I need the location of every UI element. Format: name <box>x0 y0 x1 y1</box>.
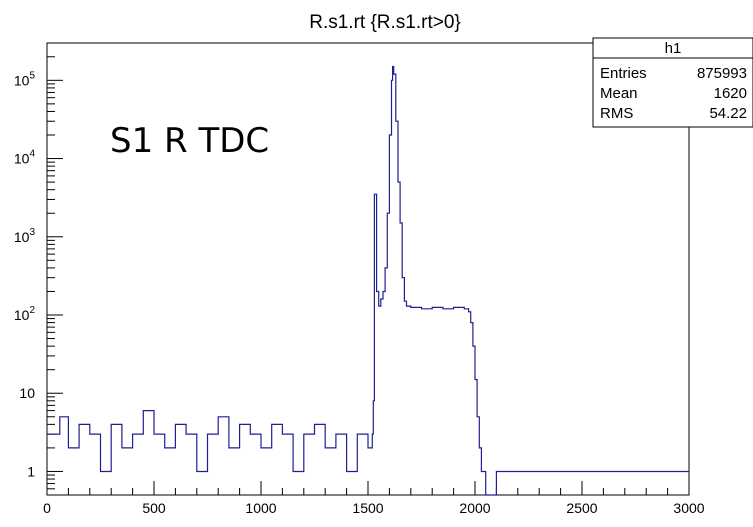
y-axis: 1 10 102 103 104 105 <box>14 42 63 496</box>
x-tick-label: 3000 <box>673 500 704 516</box>
y-tick-label: 1 <box>27 463 35 479</box>
stats-label-entries: Entries <box>600 65 647 82</box>
series-line <box>47 65 689 496</box>
y-tick-label: 10 <box>19 385 35 401</box>
stats-value-mean: 1620 <box>714 85 747 102</box>
y-tick-label: 103 <box>14 227 36 245</box>
stats-box-frame <box>592 37 753 128</box>
chart-title: R.s1.rt {R.s1.rt>0} <box>309 12 461 33</box>
stats-box: h1 Entries 875993 Mean 1620 RMS 54.22 <box>592 37 753 128</box>
y-tick-label: 102 <box>14 305 36 323</box>
stats-value-entries: 875993 <box>697 65 747 82</box>
x-tick-label: 1000 <box>245 500 276 516</box>
stats-value-rms: 54.22 <box>709 105 747 122</box>
y-tick-label: 104 <box>14 149 36 167</box>
x-tick-label: 500 <box>142 500 166 516</box>
x-tick-label: 0 <box>43 500 51 516</box>
plot-annotation: S1 R TDC <box>110 121 269 161</box>
stats-label-rms: RMS <box>600 105 633 122</box>
y-tick-label: 105 <box>14 70 36 88</box>
x-tick-label: 2000 <box>459 500 490 516</box>
stats-label-mean: Mean <box>600 85 638 102</box>
x-tick-label: 1500 <box>352 500 383 516</box>
stats-box-title: h1 <box>665 40 682 57</box>
x-axis: 0 500 1000 1500 2000 2500 3000 <box>43 481 705 516</box>
x-tick-label: 2500 <box>566 500 597 516</box>
